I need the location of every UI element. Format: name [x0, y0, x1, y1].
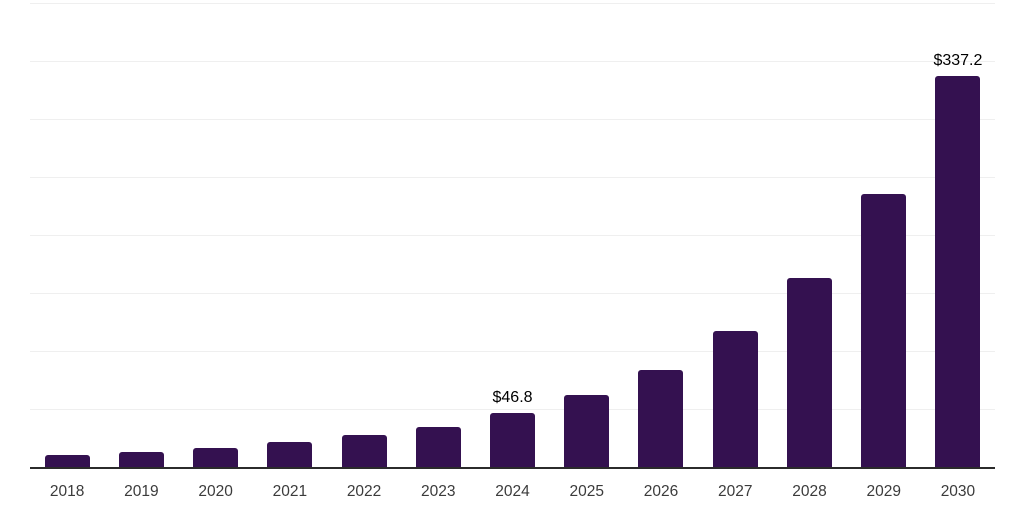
bar-slot-2019 — [104, 3, 178, 467]
bar-2021 — [267, 441, 313, 467]
bar-slot-2027 — [698, 3, 772, 467]
bar-2030 — [935, 75, 981, 467]
x-tick-label-2030: 2030 — [940, 483, 976, 500]
bar-2027 — [712, 331, 758, 467]
bar-slot-2030: $337.2 — [921, 3, 995, 467]
bar-2018 — [44, 455, 90, 467]
bar-slot-2028 — [772, 3, 846, 467]
bar-slot-2029 — [847, 3, 921, 467]
bar-2026 — [638, 369, 684, 467]
x-axis-labels: 2018 2019 2020 2021 2022 2023 2024 2025 2026 2027… — [30, 483, 995, 501]
x-tick-label-2024: 2024 — [495, 483, 530, 500]
x-tick-label-2021: 2021 — [272, 483, 308, 500]
gridline — [30, 409, 995, 410]
bar-2028 — [786, 277, 832, 467]
bar-2019 — [118, 452, 164, 467]
bar-2029 — [861, 194, 907, 467]
bar-slot-2020 — [178, 3, 252, 467]
x-tick-label-2018: 2018 — [49, 483, 85, 500]
x-tick-label-2026: 2026 — [643, 483, 679, 500]
gridline — [30, 235, 995, 236]
bar-slot-2024: $46.8 — [475, 3, 549, 467]
bar-2022 — [341, 435, 387, 467]
x-tick-label-2027: 2027 — [717, 483, 753, 500]
gridline — [30, 61, 995, 62]
bar-2023 — [415, 427, 461, 467]
x-tick-label-2022: 2022 — [346, 483, 382, 500]
x-tick-label-2029: 2029 — [866, 483, 901, 500]
x-tick-label-2025: 2025 — [569, 483, 604, 500]
gridline — [30, 3, 995, 4]
bar-2024 — [490, 412, 536, 467]
bar-2025 — [564, 395, 610, 467]
bar-slot-2021 — [253, 3, 327, 467]
x-tick-label-2020: 2020 — [198, 483, 233, 500]
bar-value-label-2030: $337.2 — [933, 51, 983, 69]
gridline — [30, 119, 995, 120]
x-tick-label-2023: 2023 — [421, 483, 456, 500]
bar-slot-2025 — [550, 3, 624, 467]
gridline — [30, 351, 995, 352]
plot-area: $46.8 $337.2 — [30, 3, 995, 469]
bar-2020 — [193, 448, 239, 467]
bar-series: $46.8 $337.2 — [30, 3, 995, 467]
bar-slot-2026 — [624, 3, 698, 467]
bar-slot-2022 — [327, 3, 401, 467]
bar-slot-2018 — [30, 3, 104, 467]
x-tick-label-2019: 2019 — [124, 483, 159, 500]
x-tick-label-2028: 2028 — [792, 483, 827, 500]
bar-value-label-2024: $46.8 — [492, 388, 533, 406]
gridline — [30, 177, 995, 178]
gridline — [30, 293, 995, 294]
bar-slot-2023 — [401, 3, 475, 467]
